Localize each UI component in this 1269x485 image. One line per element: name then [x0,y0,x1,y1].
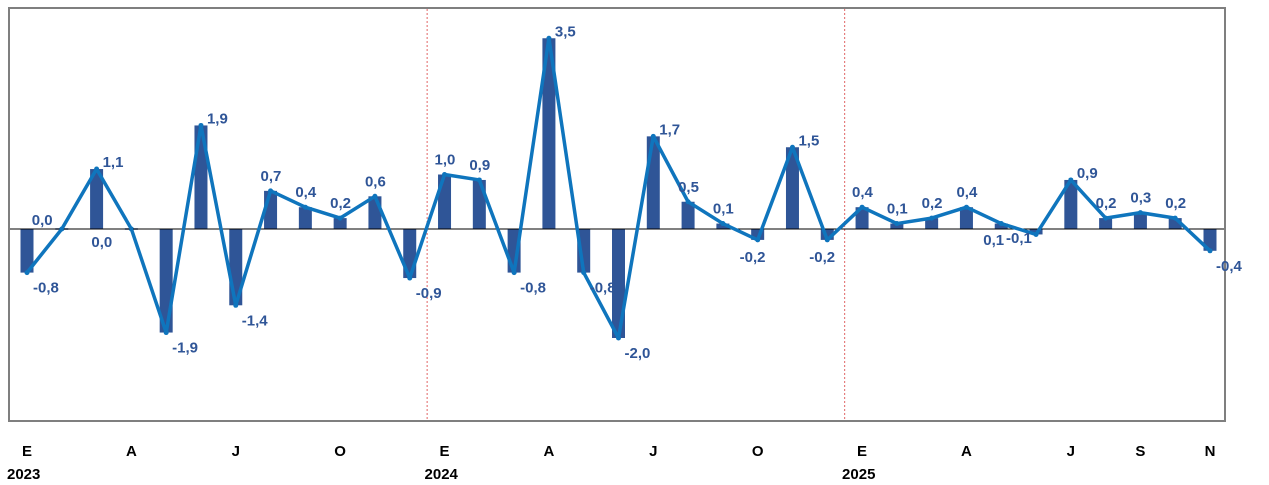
bar [298,207,312,229]
x-tick-label: O [334,443,346,460]
value-label: 1,0 [435,152,456,169]
bar [542,38,556,229]
year-dividers [426,9,846,420]
value-label: 1,5 [798,132,819,149]
value-labels: -0,8 0,0 1,1 0,0 -1,9 1,9 -1,4 0,7 0,4 0,2 0,6 -0,9… [32,23,1243,362]
value-label: 0,7 [261,168,282,185]
value-label: 0,0 [32,212,53,229]
bar [20,229,34,273]
year-labels: 2023 2024 2025 [7,466,875,483]
bar [785,147,799,229]
value-label: -0,9 [416,285,442,302]
x-tick-label: E [857,443,867,460]
value-label: -0,1 [1006,230,1032,247]
value-label: 0,2 [1096,195,1117,212]
value-label: 0,5 [678,179,699,196]
x-tick-label: E [440,443,450,460]
bar [646,136,660,229]
bar [1064,179,1078,229]
value-label: 0,0 [91,234,112,251]
bar [716,223,730,229]
x-tick-label: N [1205,443,1216,460]
bar [681,201,695,229]
bar [890,223,904,229]
value-label: 3,5 [555,23,576,40]
bar [751,229,765,240]
year-label: 2023 [7,466,40,483]
value-label: -1,9 [172,340,198,357]
value-label: -0,4 [1216,258,1243,275]
bar [1099,218,1113,229]
value-label: 0,2 [922,195,943,212]
x-tick-label: O [752,443,764,460]
value-label: -0,2 [809,249,835,266]
value-label: 0,6 [365,173,386,190]
series-line [25,36,1212,340]
value-label: 0,4 [852,184,874,201]
bars [20,35,1217,341]
x-tick-label: J [232,443,240,460]
x-tick-label: E [22,443,32,460]
value-label: 0,1 [887,201,908,218]
year-label: 2025 [842,466,875,483]
value-label: 0,2 [1165,195,1186,212]
value-label: 0,9 [1077,165,1098,182]
bar [1133,212,1147,229]
x-tick-label: A [126,443,137,460]
value-label: 0,3 [1130,190,1151,207]
value-label: 0,9 [469,157,490,174]
value-label: -1,4 [242,312,269,329]
value-label: 0,1 [713,201,734,218]
x-tick-label: A [961,443,972,460]
value-label: 0,4 [956,184,978,201]
x-tick-label: S [1135,443,1145,460]
year-label: 2024 [425,466,459,483]
x-tick-label: J [649,443,657,460]
value-label: -0,8 [33,280,59,297]
value-label: 1,1 [103,154,124,171]
bar [1168,218,1182,229]
x-tick-label: A [543,443,554,460]
bar [925,218,939,229]
value-label: -0,8 [520,280,546,297]
bar [959,207,973,229]
value-label: 0,2 [330,195,351,212]
value-label: -0,2 [740,249,766,266]
bar [90,169,104,229]
plot-frame [8,7,1226,422]
value-label: 0,4 [295,184,317,201]
bar [820,229,834,240]
x-tick-label: J [1067,443,1075,460]
value-label: -0,8 [590,280,616,297]
bar [333,218,347,229]
value-label: -2,0 [625,345,651,362]
bar [994,223,1008,229]
value-label: 1,9 [207,110,228,127]
value-label: 0,1 [983,232,1004,249]
value-label: 1,7 [659,121,680,138]
